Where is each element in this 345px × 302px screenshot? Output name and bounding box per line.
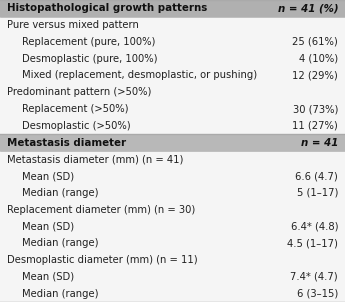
Bar xyxy=(0,101,345,117)
Text: Desmoplastic (pure, 100%): Desmoplastic (pure, 100%) xyxy=(22,54,158,64)
Bar xyxy=(0,84,345,101)
Text: Metastasis diameter (mm) (n = 41): Metastasis diameter (mm) (n = 41) xyxy=(7,154,183,164)
Text: 25 (61%): 25 (61%) xyxy=(292,37,338,47)
Text: 12 (29%): 12 (29%) xyxy=(292,70,338,81)
Bar xyxy=(0,67,345,84)
Text: 4 (10%): 4 (10%) xyxy=(299,54,338,64)
Text: 30 (73%): 30 (73%) xyxy=(293,104,338,114)
Bar xyxy=(0,34,345,50)
Bar xyxy=(0,17,345,34)
Bar xyxy=(0,201,345,218)
Text: Pure versus mixed pattern: Pure versus mixed pattern xyxy=(7,20,139,30)
Bar xyxy=(0,185,345,201)
Text: 5 (1–17): 5 (1–17) xyxy=(297,188,338,198)
Bar xyxy=(0,0,345,17)
Text: 7.4* (4.7): 7.4* (4.7) xyxy=(290,272,338,282)
Text: Median (range): Median (range) xyxy=(22,289,99,299)
Text: n = 41 (%): n = 41 (%) xyxy=(278,3,338,13)
Text: Median (range): Median (range) xyxy=(22,238,99,248)
Bar xyxy=(0,134,345,151)
Bar xyxy=(0,168,345,185)
Text: 11 (27%): 11 (27%) xyxy=(292,121,338,131)
Text: Mean (SD): Mean (SD) xyxy=(22,171,75,181)
Text: 6.4* (4.8): 6.4* (4.8) xyxy=(290,221,338,232)
Text: Replacement (>50%): Replacement (>50%) xyxy=(22,104,129,114)
Bar xyxy=(0,151,345,168)
Bar xyxy=(0,218,345,235)
Text: Mixed (replacement, desmoplastic, or pushing): Mixed (replacement, desmoplastic, or pus… xyxy=(22,70,258,81)
Text: 6 (3–15): 6 (3–15) xyxy=(297,289,338,299)
Text: Replacement diameter (mm) (n = 30): Replacement diameter (mm) (n = 30) xyxy=(7,205,195,215)
Text: 6.6 (4.7): 6.6 (4.7) xyxy=(295,171,338,181)
Bar xyxy=(0,252,345,268)
Text: Replacement (pure, 100%): Replacement (pure, 100%) xyxy=(22,37,156,47)
Bar xyxy=(0,235,345,252)
Bar xyxy=(0,268,345,285)
Text: Mean (SD): Mean (SD) xyxy=(22,221,75,232)
Bar xyxy=(0,285,345,302)
Text: Median (range): Median (range) xyxy=(22,188,99,198)
Text: Histopathological growth patterns: Histopathological growth patterns xyxy=(7,3,207,13)
Text: Desmoplastic diameter (mm) (n = 11): Desmoplastic diameter (mm) (n = 11) xyxy=(7,255,198,265)
Text: n = 41: n = 41 xyxy=(301,138,338,148)
Text: Desmoplastic (>50%): Desmoplastic (>50%) xyxy=(22,121,131,131)
Text: 4.5 (1–17): 4.5 (1–17) xyxy=(287,238,338,248)
Bar xyxy=(0,117,345,134)
Text: Predominant pattern (>50%): Predominant pattern (>50%) xyxy=(7,87,151,97)
Text: Mean (SD): Mean (SD) xyxy=(22,272,75,282)
Bar xyxy=(0,50,345,67)
Text: Metastasis diameter: Metastasis diameter xyxy=(7,138,126,148)
